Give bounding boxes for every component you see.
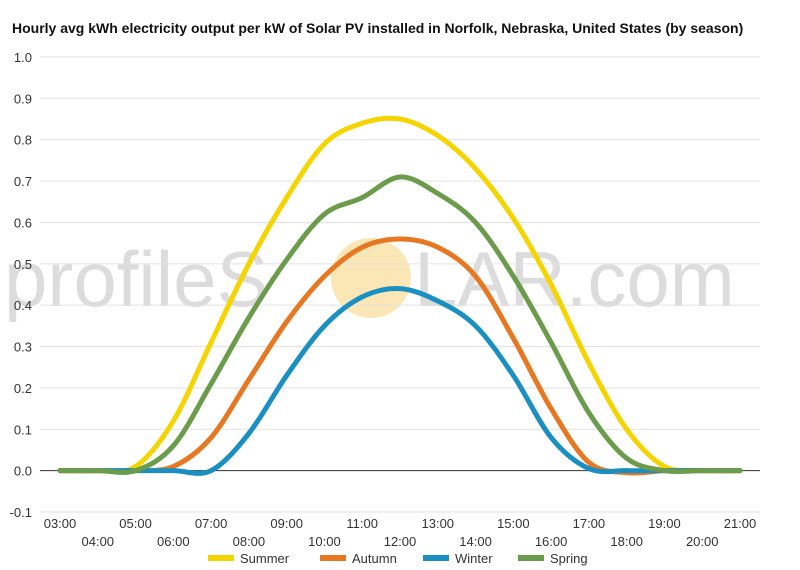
x-tick-label: 14:00 xyxy=(459,534,492,549)
x-tick-label: 04:00 xyxy=(82,534,115,549)
x-tick-label: 08:00 xyxy=(233,534,266,549)
y-tick-label: 0.2 xyxy=(14,381,32,396)
x-tick-label: 03:00 xyxy=(44,516,77,531)
x-tick-label: 21:00 xyxy=(724,516,757,531)
x-tick-label: 19:00 xyxy=(648,516,681,531)
y-tick-label: 0.0 xyxy=(14,464,32,479)
gridlines xyxy=(40,56,760,513)
x-tick-label: 10:00 xyxy=(308,534,341,549)
legend: Summer Autumn Winter Spring xyxy=(208,551,588,566)
x-tick-label: 07:00 xyxy=(195,516,228,531)
x-tick-label: 05:00 xyxy=(119,516,152,531)
x-tick-label: 18:00 xyxy=(610,534,643,549)
legend-label-spring: Spring xyxy=(550,551,588,566)
x-tick-label: 12:00 xyxy=(384,534,417,549)
legend-swatch-autumn xyxy=(320,555,346,561)
series-line-summer xyxy=(57,115,743,474)
x-tick-label: 11:00 xyxy=(346,516,378,531)
y-tick-label: 0.3 xyxy=(14,340,32,355)
y-tick-label: 0.5 xyxy=(14,257,32,272)
legend-label-winter: Winter xyxy=(455,551,493,566)
y-tick-label: 0.6 xyxy=(14,215,32,230)
legend-label-summer: Summer xyxy=(240,551,290,566)
watermark-text-left: profileS xyxy=(4,235,268,323)
y-tick-label: 0.8 xyxy=(14,133,32,148)
x-tick-label: 16:00 xyxy=(535,534,568,549)
x-axis: 03:00 04:00 05:00 06:00 07:00 08:00 09:00 10:00… xyxy=(44,516,757,549)
watermark-logo: profileS LAR.com xyxy=(4,235,735,323)
y-axis: -0.1 0.0 0.1 0.2 0.3 0.4 0.5 0.6 0.7 0.8 0.9 1.0 xyxy=(10,50,32,520)
x-tick-label: 17:00 xyxy=(573,516,606,531)
y-tick-label: 1.0 xyxy=(14,50,32,65)
y-tick-label: 0.9 xyxy=(14,91,32,106)
legend-swatch-spring xyxy=(518,555,544,561)
series-line-spring xyxy=(57,174,743,475)
y-tick-label: -0.1 xyxy=(10,505,32,520)
x-tick-label: 20:00 xyxy=(686,534,719,549)
y-tick-label: 0.7 xyxy=(14,174,32,189)
x-tick-label: 15:00 xyxy=(497,516,530,531)
watermark-sun-icon xyxy=(331,238,411,318)
legend-swatch-summer xyxy=(208,555,234,561)
legend-label-autumn: Autumn xyxy=(352,551,397,566)
x-tick-label: 13:00 xyxy=(422,516,455,531)
series-line-winter xyxy=(57,286,743,476)
legend-swatch-winter xyxy=(423,555,449,561)
x-tick-label: 09:00 xyxy=(270,516,303,531)
x-tick-label: 06:00 xyxy=(157,534,190,549)
y-tick-label: 0.1 xyxy=(14,422,32,437)
series-lines xyxy=(57,115,743,476)
watermark-text-right: LAR.com xyxy=(414,235,735,323)
y-tick-label: 0.4 xyxy=(14,298,32,313)
chart-title: Hourly avg kWh electricity output per kW… xyxy=(12,20,743,36)
